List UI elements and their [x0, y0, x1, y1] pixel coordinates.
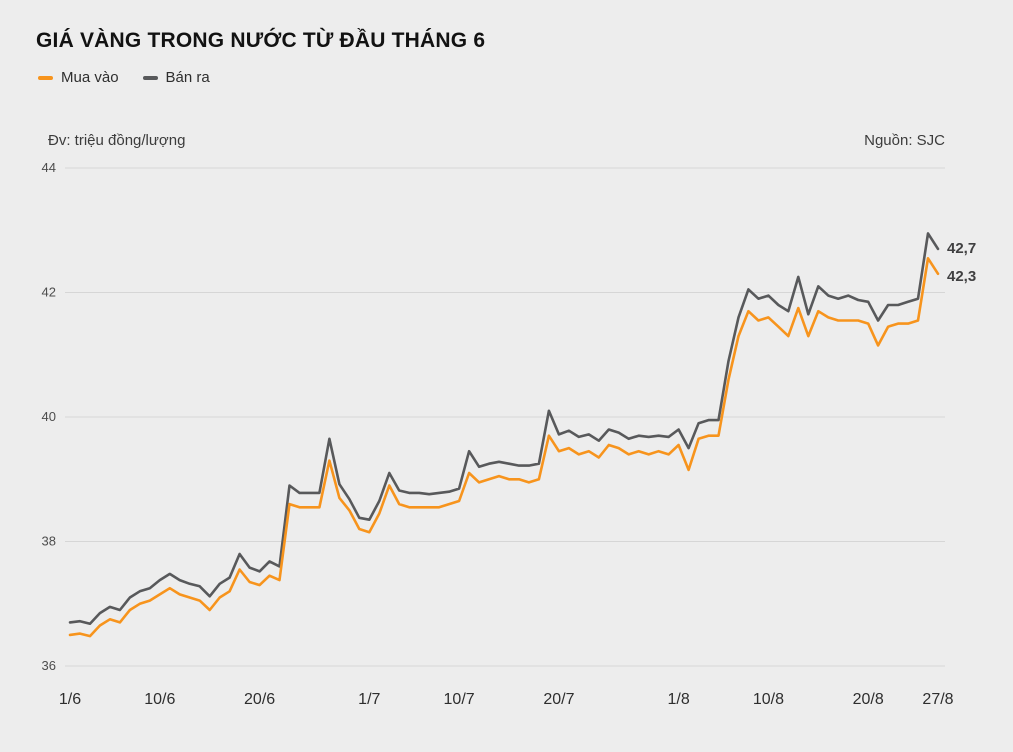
unit-label: Đv: triệu đồng/lượng — [48, 132, 186, 149]
series-line-mua-vao — [68, 256, 940, 638]
x-axis-tick-label: 10/6 — [144, 691, 175, 708]
series-line-ban-ra — [68, 232, 940, 626]
x-axis-tick-label: 1/6 — [59, 691, 81, 708]
y-axis-tick-label: 38 — [42, 534, 56, 549]
series-end-label-mua-vao: 42,3 — [947, 268, 976, 285]
y-axis-tick-label: 44 — [42, 160, 56, 175]
x-axis-tick-label: 27/8 — [922, 691, 953, 708]
y-axis-tick-label: 42 — [42, 285, 56, 300]
x-axis-tick-label: 20/8 — [853, 691, 884, 708]
x-axis-tick-label: 20/6 — [244, 691, 275, 708]
legend-item-ban-ra: Bán ra — [142, 69, 210, 86]
source-label: Nguồn: SJC — [864, 132, 945, 149]
legend-label-ban-ra: Bán ra — [165, 69, 210, 86]
chart-title: GIÁ VÀNG TRONG NƯỚC TỪ ĐẦU THÁNG 6 — [36, 29, 486, 52]
x-axis-tick-label: 1/8 — [667, 691, 689, 708]
chart-legend: Mua vào Bán ra — [38, 69, 210, 86]
legend-swatch-ban-ra-icon — [142, 75, 158, 80]
x-axis-tick-label: 20/7 — [543, 691, 574, 708]
series-end-label-ban-ra: 42,7 — [947, 240, 976, 257]
legend-item-mua-vao: Mua vào — [38, 69, 119, 86]
legend-label-mua-vao: Mua vào — [61, 69, 119, 86]
x-axis-tick-label: 10/8 — [753, 691, 784, 708]
x-axis-tick-label: 10/7 — [444, 691, 475, 708]
y-axis-tick-label: 40 — [42, 409, 56, 424]
y-axis-tick-label: 36 — [42, 658, 56, 673]
legend-swatch-mua-vao-icon — [38, 75, 53, 80]
x-axis-tick-label: 1/7 — [358, 691, 380, 708]
